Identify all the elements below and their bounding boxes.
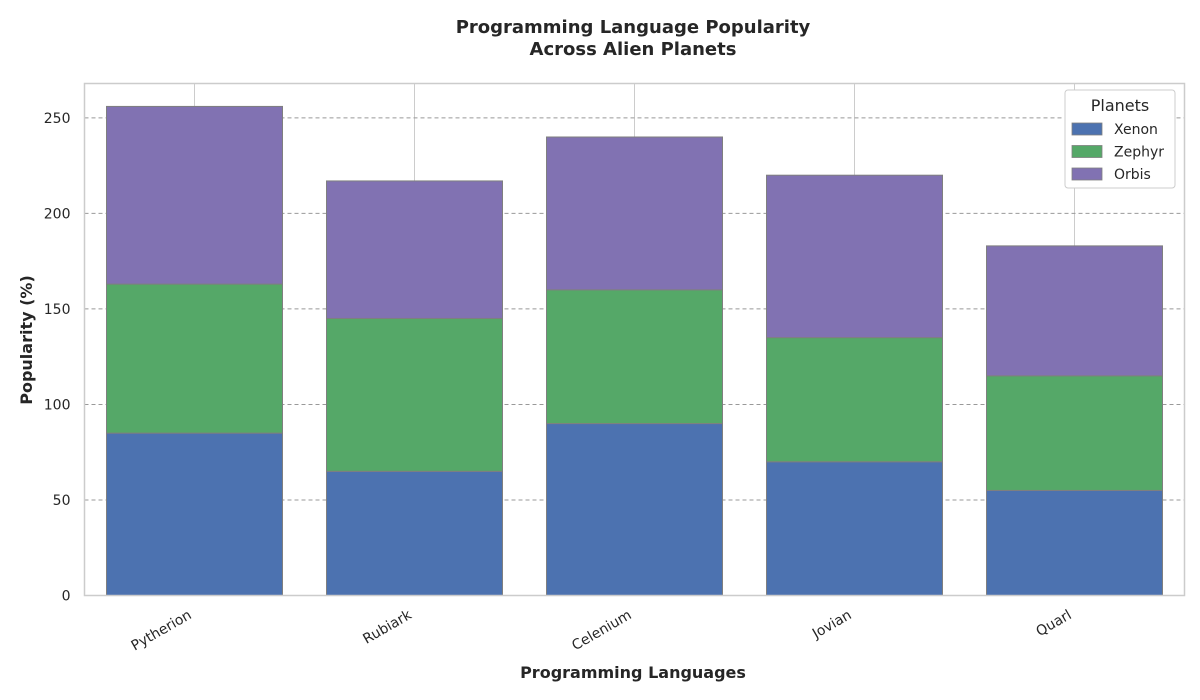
legend-label-zephyr: Zephyr [1114, 145, 1164, 161]
legend-swatch-xenon [1071, 122, 1103, 136]
bar-zephyr-jovian [766, 337, 943, 463]
plot-frame [83, 82, 1186, 597]
bar-zephyr-celenium [546, 289, 723, 425]
legend-label-xenon: Xenon [1114, 122, 1158, 138]
legend-label-orbis: Orbis [1114, 167, 1151, 183]
y-axis-label: Popularity (%) [17, 275, 36, 405]
chart-title-line-2: Across Alien Planets [530, 39, 737, 60]
y-tick-label: 0 [62, 589, 71, 605]
y-tick-label: 100 [44, 397, 71, 413]
x-tick-label: Rubiark [360, 607, 415, 648]
x-tick-label: Jovian [809, 607, 855, 643]
legend-swatch-orbis [1071, 167, 1103, 181]
bar-orbis-celenium [546, 136, 723, 291]
x-tick-label: Pytherion [129, 607, 195, 654]
bar-xenon-celenium [546, 423, 723, 596]
x-tick-label: Quarl [1033, 607, 1074, 640]
bar-orbis-quarl [986, 245, 1163, 377]
chart-title: Programming Language Popularity Across A… [456, 17, 811, 60]
x-axis-label: Programming Languages [520, 663, 746, 682]
bar-xenon-pytherion [106, 432, 283, 596]
y-axis-ticks: 0 50 100 150 200 250 [44, 111, 71, 605]
legend-frame [1064, 89, 1176, 189]
y-tick-label: 150 [44, 302, 71, 318]
bar-zephyr-rubiark [326, 317, 503, 472]
bar-orbis-jovian [766, 174, 943, 339]
legend-swatch-zephyr [1071, 145, 1103, 158]
bar-xenon-jovian [766, 461, 943, 596]
bars [106, 105, 1163, 597]
legend-title: Planets [1091, 96, 1150, 115]
x-tick-label: Celenium [569, 607, 634, 654]
bar-zephyr-quarl [986, 375, 1163, 491]
bar-orbis-pytherion [106, 105, 283, 285]
legend-items: Xenon Zephyr Orbis [1071, 122, 1164, 183]
bar-xenon-quarl [986, 489, 1163, 597]
bar-orbis-rubiark [326, 180, 503, 319]
y-tick-label: 200 [44, 206, 71, 222]
bar-zephyr-pytherion [106, 283, 283, 434]
y-tick-label: 250 [44, 111, 71, 127]
chart-title-line-1: Programming Language Popularity [456, 17, 811, 38]
x-axis-ticks: Pytherion Rubiark Celenium Jovian Quarl [129, 607, 1075, 655]
y-tick-label: 50 [53, 493, 71, 509]
bar-xenon-rubiark [326, 470, 503, 596]
legend: Planets Xenon Zephyr Orbis [1064, 89, 1176, 189]
